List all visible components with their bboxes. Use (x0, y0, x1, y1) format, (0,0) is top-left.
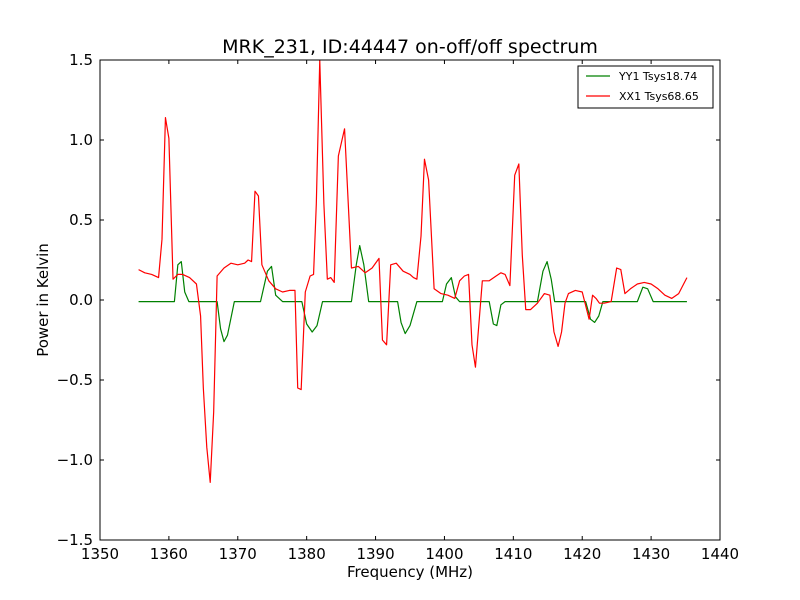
y-tick-label: 1.5 (69, 51, 93, 69)
series-layer (138, 60, 688, 483)
y-tick-label: −1.0 (57, 451, 93, 469)
legend: YY1 Tsys18.74 XX1 Tsys68.65 (577, 65, 714, 109)
x-tick-label: 1390 (356, 545, 394, 563)
series-line-yy1 (138, 245, 687, 343)
legend-label-xx1: XX1 Tsys68.65 (619, 90, 699, 103)
x-axis-label: Frequency (MHz) (347, 563, 473, 581)
x-tick-label: 1350 (81, 545, 119, 563)
y-tick-label: −1.5 (57, 531, 93, 549)
x-tick-label: 1400 (425, 545, 463, 563)
y-tick-label: 0.5 (69, 211, 93, 229)
y-tick-label: −0.5 (57, 371, 93, 389)
chart-title: MRK_231, ID:44447 on-off/off spectrum (222, 36, 598, 58)
legend-label-yy1: YY1 Tsys18.74 (618, 70, 697, 83)
y-tick-label: 0.0 (69, 291, 93, 309)
x-tick-label: 1370 (219, 545, 257, 563)
x-tick-label: 1360 (150, 545, 188, 563)
x-tick-label: 1380 (288, 545, 326, 563)
x-tick-label: 1430 (632, 545, 670, 563)
y-tick-label: 1.0 (69, 131, 93, 149)
x-tick-label: 1420 (563, 545, 601, 563)
y-axis-label: Power in Kelvin (34, 243, 52, 357)
x-axis: 1350 1360 1370 1380 1390 1400 1410 1420 1430 1440 (81, 60, 739, 563)
y-axis: −1.5 −1.0 −0.5 0.0 0.5 1.0 1.5 (57, 51, 720, 549)
x-tick-label: 1440 (701, 545, 739, 563)
series-line-xx1 (138, 60, 688, 483)
x-tick-label: 1410 (494, 545, 532, 563)
legend-frame (577, 65, 714, 109)
